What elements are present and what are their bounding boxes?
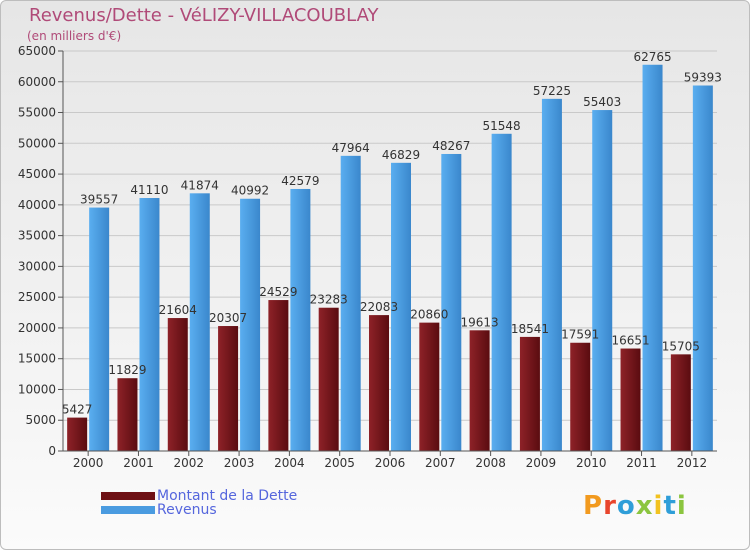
revenue-value-label: 41874: [181, 178, 219, 192]
y-tick-label: 5000: [25, 413, 56, 427]
revenue-value-label: 42579: [281, 174, 319, 188]
revenue-value-label: 39557: [80, 193, 118, 207]
revenue-value-label: 51548: [483, 119, 521, 133]
y-tick-label: 50000: [18, 136, 56, 150]
debt-value-label: 17591: [561, 328, 599, 342]
x-tick-label: 2008: [475, 456, 506, 470]
debt-value-label: 24529: [259, 285, 297, 299]
logo-letter: t: [663, 491, 677, 521]
revenue-value-label: 59393: [684, 71, 722, 85]
revenue-bar: [189, 193, 210, 451]
logo-letter: i: [653, 491, 664, 521]
y-tick-label: 35000: [18, 229, 56, 243]
logo-letter: o: [616, 491, 636, 521]
revenue-bar: [491, 133, 512, 451]
debt-bar: [117, 378, 138, 451]
legend-swatch-revenue: [101, 506, 155, 514]
y-tick-label: 20000: [18, 321, 56, 335]
chart-subtitle: (en milliers d'€): [27, 29, 122, 43]
debt-bar: [469, 330, 490, 451]
revenue-bar: [642, 64, 663, 451]
debt-bar: [670, 354, 691, 451]
logo-letter: x: [635, 491, 654, 521]
x-tick-label: 2002: [173, 456, 204, 470]
logo-letter: i: [676, 491, 687, 521]
debt-bar: [369, 315, 389, 451]
revenue-bar: [541, 98, 562, 451]
y-tick-label: 60000: [18, 75, 56, 89]
chart-title: Revenus/Dette - VéLIZY-VILLACOUBLAY: [29, 5, 379, 26]
debt-value-label: 11829: [108, 363, 146, 377]
debt-value-label: 20860: [410, 308, 448, 322]
x-tick-label: 2007: [425, 456, 456, 470]
revenue-bar: [240, 198, 261, 451]
y-tick-label: 55000: [18, 106, 56, 120]
debt-bar: [570, 342, 591, 451]
revenue-value-label: 57225: [533, 84, 571, 98]
x-tick-label: 2006: [375, 456, 406, 470]
x-tick-label: 2004: [274, 456, 305, 470]
debt-bar: [519, 336, 540, 451]
revenue-value-label: 55403: [583, 95, 621, 109]
x-tick-label: 2005: [324, 456, 355, 470]
x-tick-label: 2010: [576, 456, 607, 470]
y-tick-label: 15000: [18, 352, 56, 366]
revenue-value-label: 41110: [130, 183, 168, 197]
revenue-value-label: 47964: [332, 141, 370, 155]
revenue-bar: [139, 198, 160, 451]
logo-letter: r: [603, 491, 617, 521]
y-tick-label: 45000: [18, 167, 56, 181]
revenue-bar: [692, 85, 713, 452]
legend-swatch-debt: [101, 492, 155, 500]
revenue-bar: [290, 188, 311, 451]
revenue-bar: [340, 155, 361, 452]
revenue-value-label: 46829: [382, 148, 420, 162]
y-tick-label: 10000: [18, 382, 56, 396]
debt-value-label: 15705: [662, 339, 700, 353]
revenue-value-label: 62765: [633, 50, 671, 64]
x-tick-label: 2003: [224, 456, 255, 470]
x-tick-label: 2012: [677, 456, 708, 470]
x-tick-label: 2011: [626, 456, 657, 470]
debt-value-label: 23283: [310, 293, 348, 307]
y-tick-label: 65000: [18, 44, 56, 58]
debt-bar: [218, 326, 239, 451]
logo-letter: P: [583, 491, 604, 521]
debt-value-label: 22083: [360, 300, 398, 314]
debt-bar: [318, 307, 339, 451]
legend-label-revenue: Revenus: [157, 502, 217, 518]
proxiti-logo: Proxiti: [583, 491, 693, 525]
y-tick-label: 25000: [18, 290, 56, 304]
x-tick-label: 2001: [123, 456, 154, 470]
debt-bar: [620, 348, 641, 451]
y-tick-label: 40000: [18, 198, 56, 212]
debt-value-label: 16651: [611, 334, 649, 348]
debt-value-label: 20307: [209, 311, 247, 325]
y-tick-label: 30000: [18, 259, 56, 273]
revenue-bar: [592, 110, 613, 451]
legend-label-debt: Montant de la Dette: [157, 488, 298, 504]
debt-value-label: 18541: [511, 322, 549, 336]
revenue-bar: [441, 153, 462, 452]
debt-bar: [167, 318, 188, 451]
debt-bar: [268, 300, 289, 451]
revenue-value-label: 40992: [231, 184, 269, 198]
debt-bar: [67, 417, 88, 451]
revenue-value-label: 48267: [432, 139, 470, 153]
debt-value-label: 19613: [461, 315, 499, 329]
revenue-bar: [89, 207, 110, 451]
debt-value-label: 21604: [159, 303, 197, 317]
revenue-bar: [391, 162, 411, 451]
x-tick-label: 2009: [526, 456, 557, 470]
debt-bar: [419, 322, 440, 451]
debt-value-label: 5427: [62, 403, 93, 417]
x-tick-label: 2000: [73, 456, 104, 470]
y-tick-label: 0: [48, 444, 56, 458]
